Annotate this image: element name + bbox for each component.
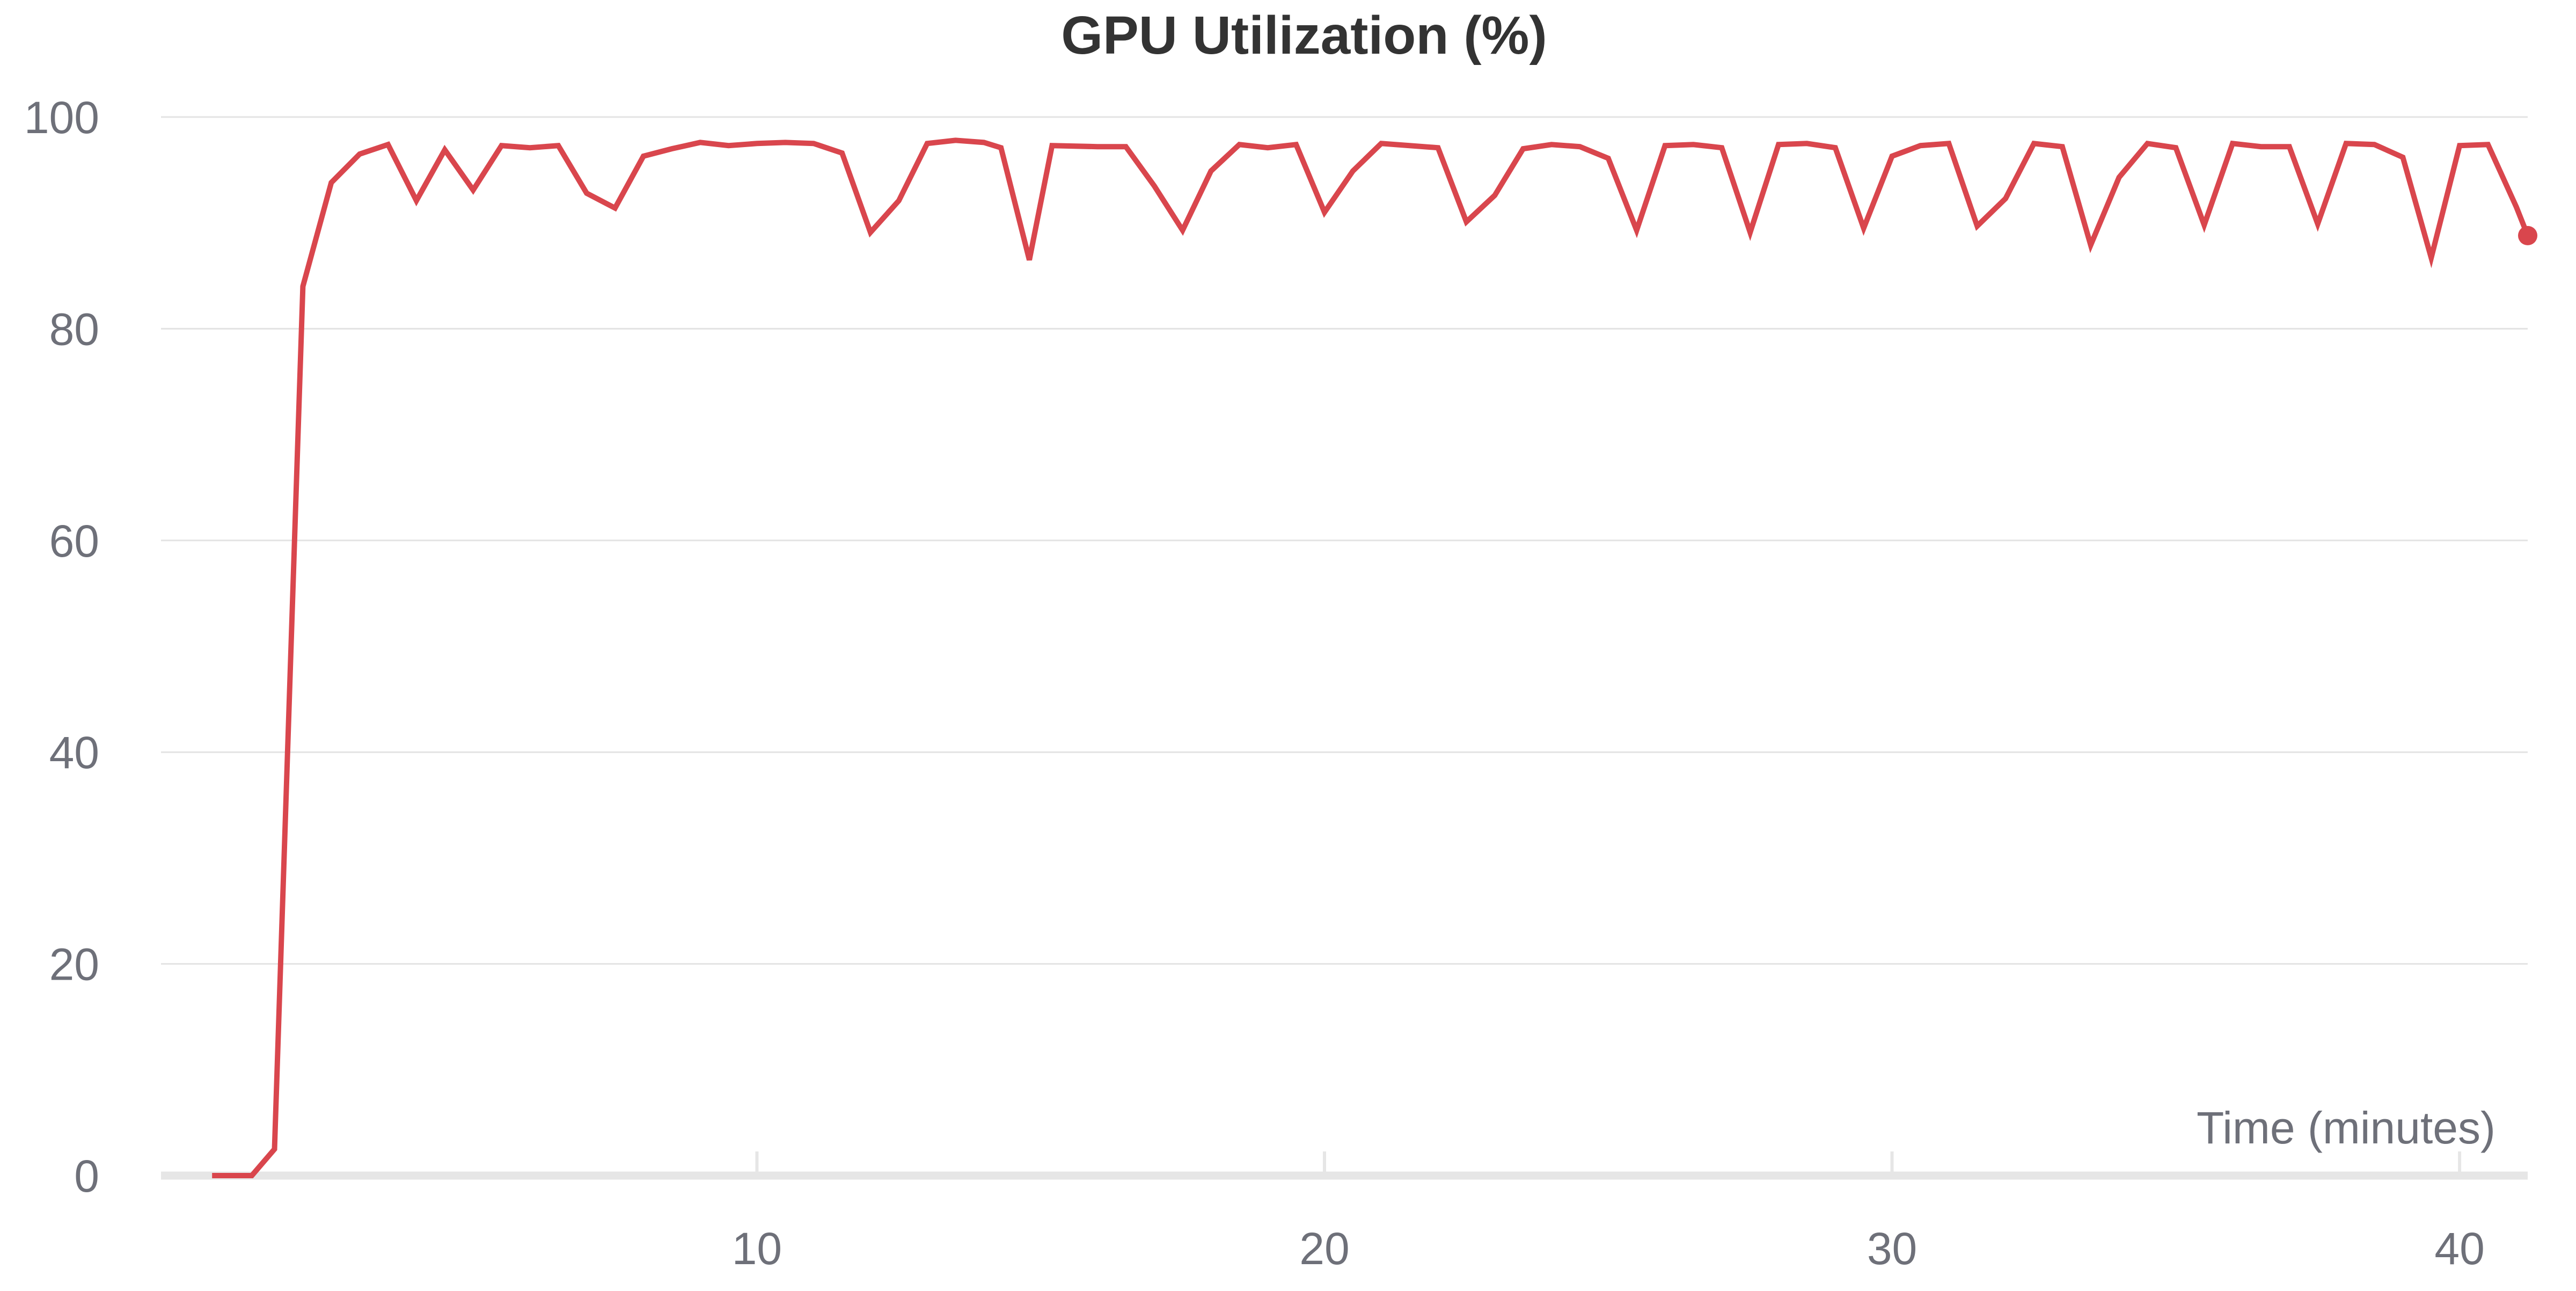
y-tick-label: 20: [49, 939, 99, 990]
y-tick-label: 100: [24, 92, 99, 143]
x-tick-label: 30: [1867, 1223, 1917, 1274]
x-tick-label: 20: [1299, 1223, 1349, 1274]
y-tick-label: 40: [49, 727, 99, 778]
y-axis-tick-labels: 0 20 40 60 80 100: [24, 92, 99, 1201]
y-tick-label: 0: [74, 1151, 99, 1201]
y-tick-label: 80: [49, 304, 99, 354]
series-end-point: [2518, 225, 2537, 245]
series-layer: [212, 137, 2537, 1178]
x-axis-label: Time (minutes): [2197, 1103, 2496, 1153]
grid-lines: [161, 116, 2528, 965]
y-tick-label: 60: [49, 516, 99, 566]
x-axis: [161, 1151, 2528, 1180]
x-axis-tick-labels: 10 20 30 40: [732, 1223, 2485, 1274]
x-tick-label: 10: [732, 1223, 782, 1274]
chart-title: GPU Utilization (%): [1061, 5, 1547, 65]
series-line-0: [212, 137, 2530, 1178]
x-tick-label: 40: [2434, 1223, 2484, 1274]
